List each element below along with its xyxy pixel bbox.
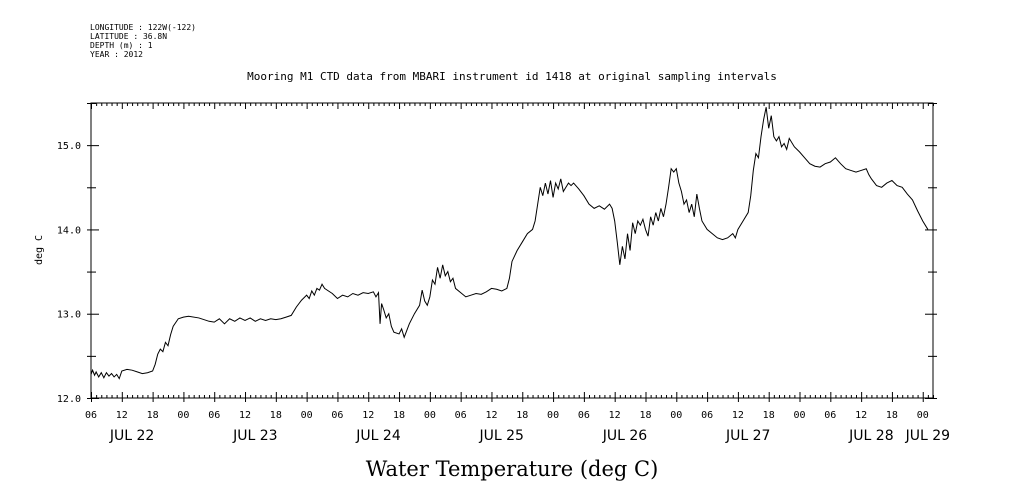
meta-longitude: LONGITUDE : 122W(-122) (90, 23, 196, 32)
x-tick-label: 12 (485, 410, 497, 421)
x-tick-label: 06 (208, 410, 220, 421)
plot-frame (90, 102, 934, 399)
x-tick-label: 06 (455, 410, 467, 421)
x-axis-title: Water Temperature (deg C) (366, 457, 659, 481)
x-tick-label: 12 (362, 410, 374, 421)
x-tick-label: 12 (116, 410, 128, 421)
y-tick-label: 13.0 (57, 310, 81, 321)
axis-ticks (87, 103, 937, 402)
x-day-label: JUL 23 (232, 428, 277, 444)
x-tick-label: 00 (917, 410, 929, 421)
x-tick-label: 18 (763, 410, 775, 421)
x-day-label: JUL 27 (725, 428, 770, 444)
x-tick-label: 06 (331, 410, 343, 421)
x-tick-label: 18 (516, 410, 528, 421)
x-tick-label: 12 (732, 410, 744, 421)
chart-title: Mooring M1 CTD data from MBARI instrumen… (247, 70, 777, 83)
x-tick-label: 18 (147, 410, 159, 421)
x-day-label: JUL 26 (602, 428, 648, 444)
x-tick-label: 18 (639, 410, 651, 421)
y-axis-label: deg C (34, 235, 45, 265)
x-day-label: JUL 22 (109, 428, 154, 444)
meta-latitude: LATITUDE : 36.8N (90, 32, 167, 41)
x-tick-label: 18 (886, 410, 898, 421)
x-tick-label: 00 (670, 410, 682, 421)
x-tick-label: 06 (578, 410, 590, 421)
y-tick-label: 12.0 (57, 394, 81, 405)
x-day-label: JUL 25 (479, 428, 524, 444)
x-tick-label: 06 (85, 410, 97, 421)
x-day-label: JUL 24 (355, 428, 401, 444)
temperature-series-line (90, 107, 929, 380)
x-tick-label: 12 (609, 410, 621, 421)
meta-depth: DEPTH (m) : 1 (90, 41, 153, 50)
axis-labels: 12.0 13.0 14.0 15.0 06 12 18 00 06 12 18 00 06 12 18 00… (57, 141, 950, 444)
x-tick-label: 18 (270, 410, 282, 421)
y-tick-label: 14.0 (57, 225, 81, 236)
y-tick-label: 15.0 (57, 141, 81, 152)
x-tick-label: 00 (793, 410, 805, 421)
x-tick-label: 18 (393, 410, 405, 421)
x-tick-label: 06 (824, 410, 836, 421)
x-day-label: JUL 28 (848, 428, 893, 444)
x-tick-label: 00 (177, 410, 189, 421)
x-tick-label: 12 (855, 410, 867, 421)
x-tick-label: 00 (547, 410, 559, 421)
x-tick-label: 00 (424, 410, 436, 421)
x-tick-label: 00 (301, 410, 313, 421)
x-day-label: JUL 29 (905, 428, 950, 444)
x-tick-label: 12 (239, 410, 251, 421)
meta-year: YEAR : 2012 (90, 50, 143, 59)
x-tick-label: 06 (701, 410, 713, 421)
